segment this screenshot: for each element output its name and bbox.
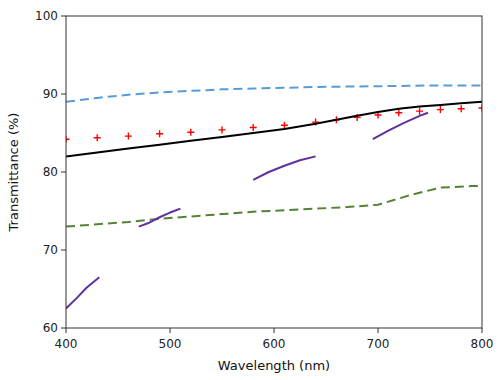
- y-tick: [61, 250, 66, 251]
- frame: [66, 16, 482, 328]
- x-tick: [274, 328, 275, 333]
- line: [66, 85, 482, 101]
- x-tick: [170, 328, 171, 333]
- line: [253, 156, 315, 179]
- line: [66, 102, 482, 157]
- x-tick: [482, 328, 483, 333]
- x-axis-label: Wavelength (nm): [218, 358, 330, 373]
- marker: [395, 109, 402, 116]
- marker: [66, 136, 70, 143]
- y-tick: [61, 172, 66, 173]
- x-tick-label: 400: [55, 337, 78, 351]
- x-tick-label: 600: [263, 337, 286, 351]
- x-tick: [66, 328, 67, 333]
- y-tick-label: 80: [43, 165, 58, 179]
- marker: [219, 126, 226, 133]
- x-tick-label: 800: [471, 337, 494, 351]
- y-tick: [61, 94, 66, 95]
- y-tick-label: 60: [43, 321, 58, 335]
- marker: [125, 133, 132, 140]
- plot-area: [66, 85, 482, 308]
- x-tick: [378, 328, 379, 333]
- marker: [416, 108, 423, 115]
- line: [139, 209, 181, 227]
- marker: [437, 106, 444, 113]
- marker: [250, 124, 257, 131]
- axes: 400 500 600 700 800 60 70 80 90 100: [35, 9, 493, 351]
- marker: [156, 130, 163, 137]
- y-axis-label: Transmittance (%): [6, 113, 21, 233]
- marker: [187, 129, 194, 136]
- y-tick-label: 100: [35, 9, 58, 23]
- y-tick-label: 90: [43, 87, 58, 101]
- line: [373, 113, 428, 140]
- marker: [94, 134, 101, 141]
- x-tick-label: 700: [367, 337, 390, 351]
- marker: [479, 105, 483, 112]
- marker: [281, 122, 288, 129]
- y-tick: [61, 16, 66, 17]
- marker: [458, 105, 465, 112]
- y-tick-label: 70: [43, 243, 58, 257]
- line: [66, 186, 482, 227]
- chart: 400 500 600 700 800 60 70 80 90 100 Wavelength (nm…: [0, 0, 500, 380]
- line: [66, 277, 99, 308]
- y-tick: [61, 328, 66, 329]
- x-tick-label: 500: [159, 337, 182, 351]
